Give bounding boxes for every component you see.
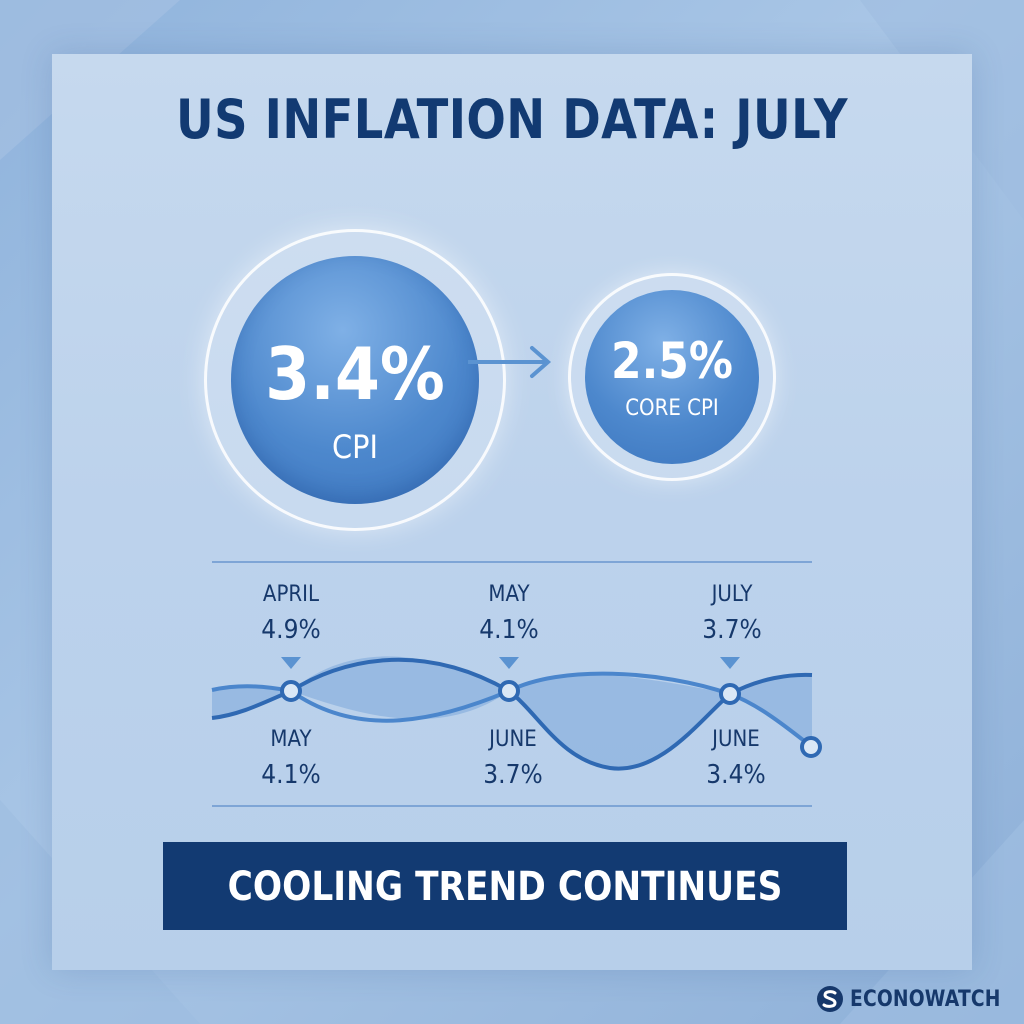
- label-bottom-may-month: MAY: [270, 727, 312, 752]
- chart-markers: [280, 657, 822, 758]
- label-top-july-month: JULY: [711, 582, 753, 607]
- core-cpi-circle-fill: 2.5% CORE CPI: [585, 290, 759, 464]
- cpi-circle: 3.4% CPI: [207, 232, 503, 528]
- label-top-july: JULY 3.7%: [669, 582, 795, 645]
- label-top-may-month: MAY: [488, 582, 530, 607]
- brand-name: ECONOWATCH: [850, 986, 1001, 1012]
- label-bottom-may-value: 4.1%: [261, 760, 321, 790]
- cpi-value: 3.4%: [265, 332, 445, 416]
- label-top-april: APRIL 4.9%: [228, 582, 354, 645]
- label-top-april-month: APRIL: [262, 582, 320, 607]
- label-top-april-value: 4.9%: [261, 615, 321, 645]
- label-top-july-value: 3.7%: [702, 615, 762, 645]
- label-bottom-june-month: JUNE: [489, 727, 537, 752]
- s-logo-icon: [817, 986, 843, 1012]
- cpi-label: CPI: [332, 428, 378, 466]
- marker-pointer-may: [499, 657, 519, 669]
- label-bottom-june-value: 3.7%: [483, 760, 543, 790]
- label-bottom-may: MAY 4.1%: [228, 727, 354, 790]
- label-top-may-value: 4.1%: [479, 615, 539, 645]
- chart-point-4: [800, 736, 822, 758]
- brand-logo: ECONOWATCH: [816, 984, 1024, 1014]
- marker-pointer-july: [720, 657, 740, 669]
- core-cpi-label: CORE CPI: [625, 396, 719, 421]
- marker-pointer-april: [281, 657, 301, 669]
- conclusion-banner: COOLING TREND CONTINUES: [163, 842, 847, 930]
- chart-point-2: [498, 680, 520, 702]
- label-bottom-june: JUNE 3.7%: [450, 727, 576, 790]
- label-top-may: MAY 4.1%: [446, 582, 572, 645]
- banner-text: COOLING TREND CONTINUES: [227, 864, 783, 910]
- content-panel: [52, 54, 972, 970]
- chart-area-fill: [212, 656, 812, 769]
- right-arrow-icon: [468, 346, 552, 378]
- label-bottom-june-2-value: 3.4%: [706, 760, 766, 790]
- core-cpi-value: 2.5%: [610, 332, 734, 390]
- core-cpi-circle: 2.5% CORE CPI: [571, 276, 773, 478]
- page-title: US INFLATION DATA: JULY: [176, 88, 848, 151]
- label-bottom-june-2: JUNE 3.4%: [673, 727, 799, 790]
- chart-point-3: [719, 683, 741, 705]
- chart-point-1: [280, 680, 302, 702]
- cpi-circle-fill: 3.4% CPI: [231, 256, 479, 504]
- label-bottom-june-2-month: JUNE: [712, 727, 760, 752]
